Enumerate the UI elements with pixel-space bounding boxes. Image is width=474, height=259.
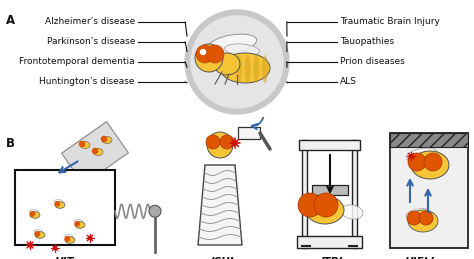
Circle shape xyxy=(54,247,56,249)
Text: ALS: ALS xyxy=(340,77,357,87)
Circle shape xyxy=(407,211,421,225)
Circle shape xyxy=(206,135,220,149)
Polygon shape xyxy=(62,122,128,184)
Circle shape xyxy=(185,10,289,114)
Circle shape xyxy=(220,135,234,149)
Bar xyxy=(238,127,260,139)
Ellipse shape xyxy=(262,55,268,83)
Ellipse shape xyxy=(74,219,83,223)
Circle shape xyxy=(196,45,214,63)
Circle shape xyxy=(408,153,426,171)
Ellipse shape xyxy=(341,205,363,219)
Circle shape xyxy=(206,45,224,63)
Ellipse shape xyxy=(30,212,40,218)
Circle shape xyxy=(298,193,322,217)
Polygon shape xyxy=(198,165,242,245)
Ellipse shape xyxy=(253,55,259,83)
Bar xyxy=(312,185,348,195)
Circle shape xyxy=(88,236,91,240)
Ellipse shape xyxy=(64,234,73,238)
Circle shape xyxy=(92,148,98,154)
Circle shape xyxy=(65,237,70,241)
Text: Tauopathies: Tauopathies xyxy=(340,38,394,47)
Text: Alzheimer’s disease: Alzheimer’s disease xyxy=(45,18,135,26)
Ellipse shape xyxy=(29,210,38,213)
Text: A: A xyxy=(6,14,15,27)
Circle shape xyxy=(195,44,223,72)
Bar xyxy=(390,133,468,147)
Circle shape xyxy=(30,212,35,216)
Ellipse shape xyxy=(406,148,438,162)
Circle shape xyxy=(101,136,107,141)
Circle shape xyxy=(28,243,32,247)
Bar xyxy=(298,236,363,248)
Ellipse shape xyxy=(406,208,430,219)
Ellipse shape xyxy=(220,53,270,83)
Ellipse shape xyxy=(93,148,103,155)
Circle shape xyxy=(35,232,39,236)
Text: HIFLI: HIFLI xyxy=(405,257,435,259)
Ellipse shape xyxy=(75,222,85,228)
Ellipse shape xyxy=(80,141,90,148)
Circle shape xyxy=(419,211,433,225)
Circle shape xyxy=(75,222,80,226)
Text: B: B xyxy=(6,137,15,150)
Bar xyxy=(15,170,115,245)
Ellipse shape xyxy=(65,237,75,243)
Circle shape xyxy=(233,141,237,145)
Circle shape xyxy=(55,202,59,206)
Text: Traumatic Brain Injury: Traumatic Brain Injury xyxy=(340,18,440,26)
Ellipse shape xyxy=(35,232,45,238)
Ellipse shape xyxy=(34,229,43,233)
Bar xyxy=(353,140,357,248)
Ellipse shape xyxy=(214,53,240,75)
Ellipse shape xyxy=(54,199,63,203)
Ellipse shape xyxy=(207,34,256,54)
Ellipse shape xyxy=(236,55,242,83)
Text: dTBI: dTBI xyxy=(317,257,343,259)
Circle shape xyxy=(201,49,206,54)
Circle shape xyxy=(314,193,338,217)
Circle shape xyxy=(207,132,233,158)
Circle shape xyxy=(80,141,84,147)
Circle shape xyxy=(410,154,413,158)
Ellipse shape xyxy=(55,202,65,208)
Text: Frontotemporal dementia: Frontotemporal dementia xyxy=(19,57,135,67)
Text: Parkinson’s disease: Parkinson’s disease xyxy=(46,38,135,47)
Bar xyxy=(390,133,468,248)
Text: HIT: HIT xyxy=(55,257,75,259)
Text: Huntington’s disease: Huntington’s disease xyxy=(39,77,135,87)
Circle shape xyxy=(149,205,161,217)
Bar xyxy=(302,140,308,248)
Circle shape xyxy=(191,16,283,108)
Ellipse shape xyxy=(102,136,112,143)
Ellipse shape xyxy=(306,196,344,224)
Ellipse shape xyxy=(225,44,259,56)
Text: Prion diseases: Prion diseases xyxy=(340,57,405,67)
Bar xyxy=(300,140,361,150)
Ellipse shape xyxy=(411,151,449,179)
Ellipse shape xyxy=(245,55,251,83)
Text: dCHI: dCHI xyxy=(206,257,234,259)
Circle shape xyxy=(424,153,442,171)
Ellipse shape xyxy=(408,210,438,232)
